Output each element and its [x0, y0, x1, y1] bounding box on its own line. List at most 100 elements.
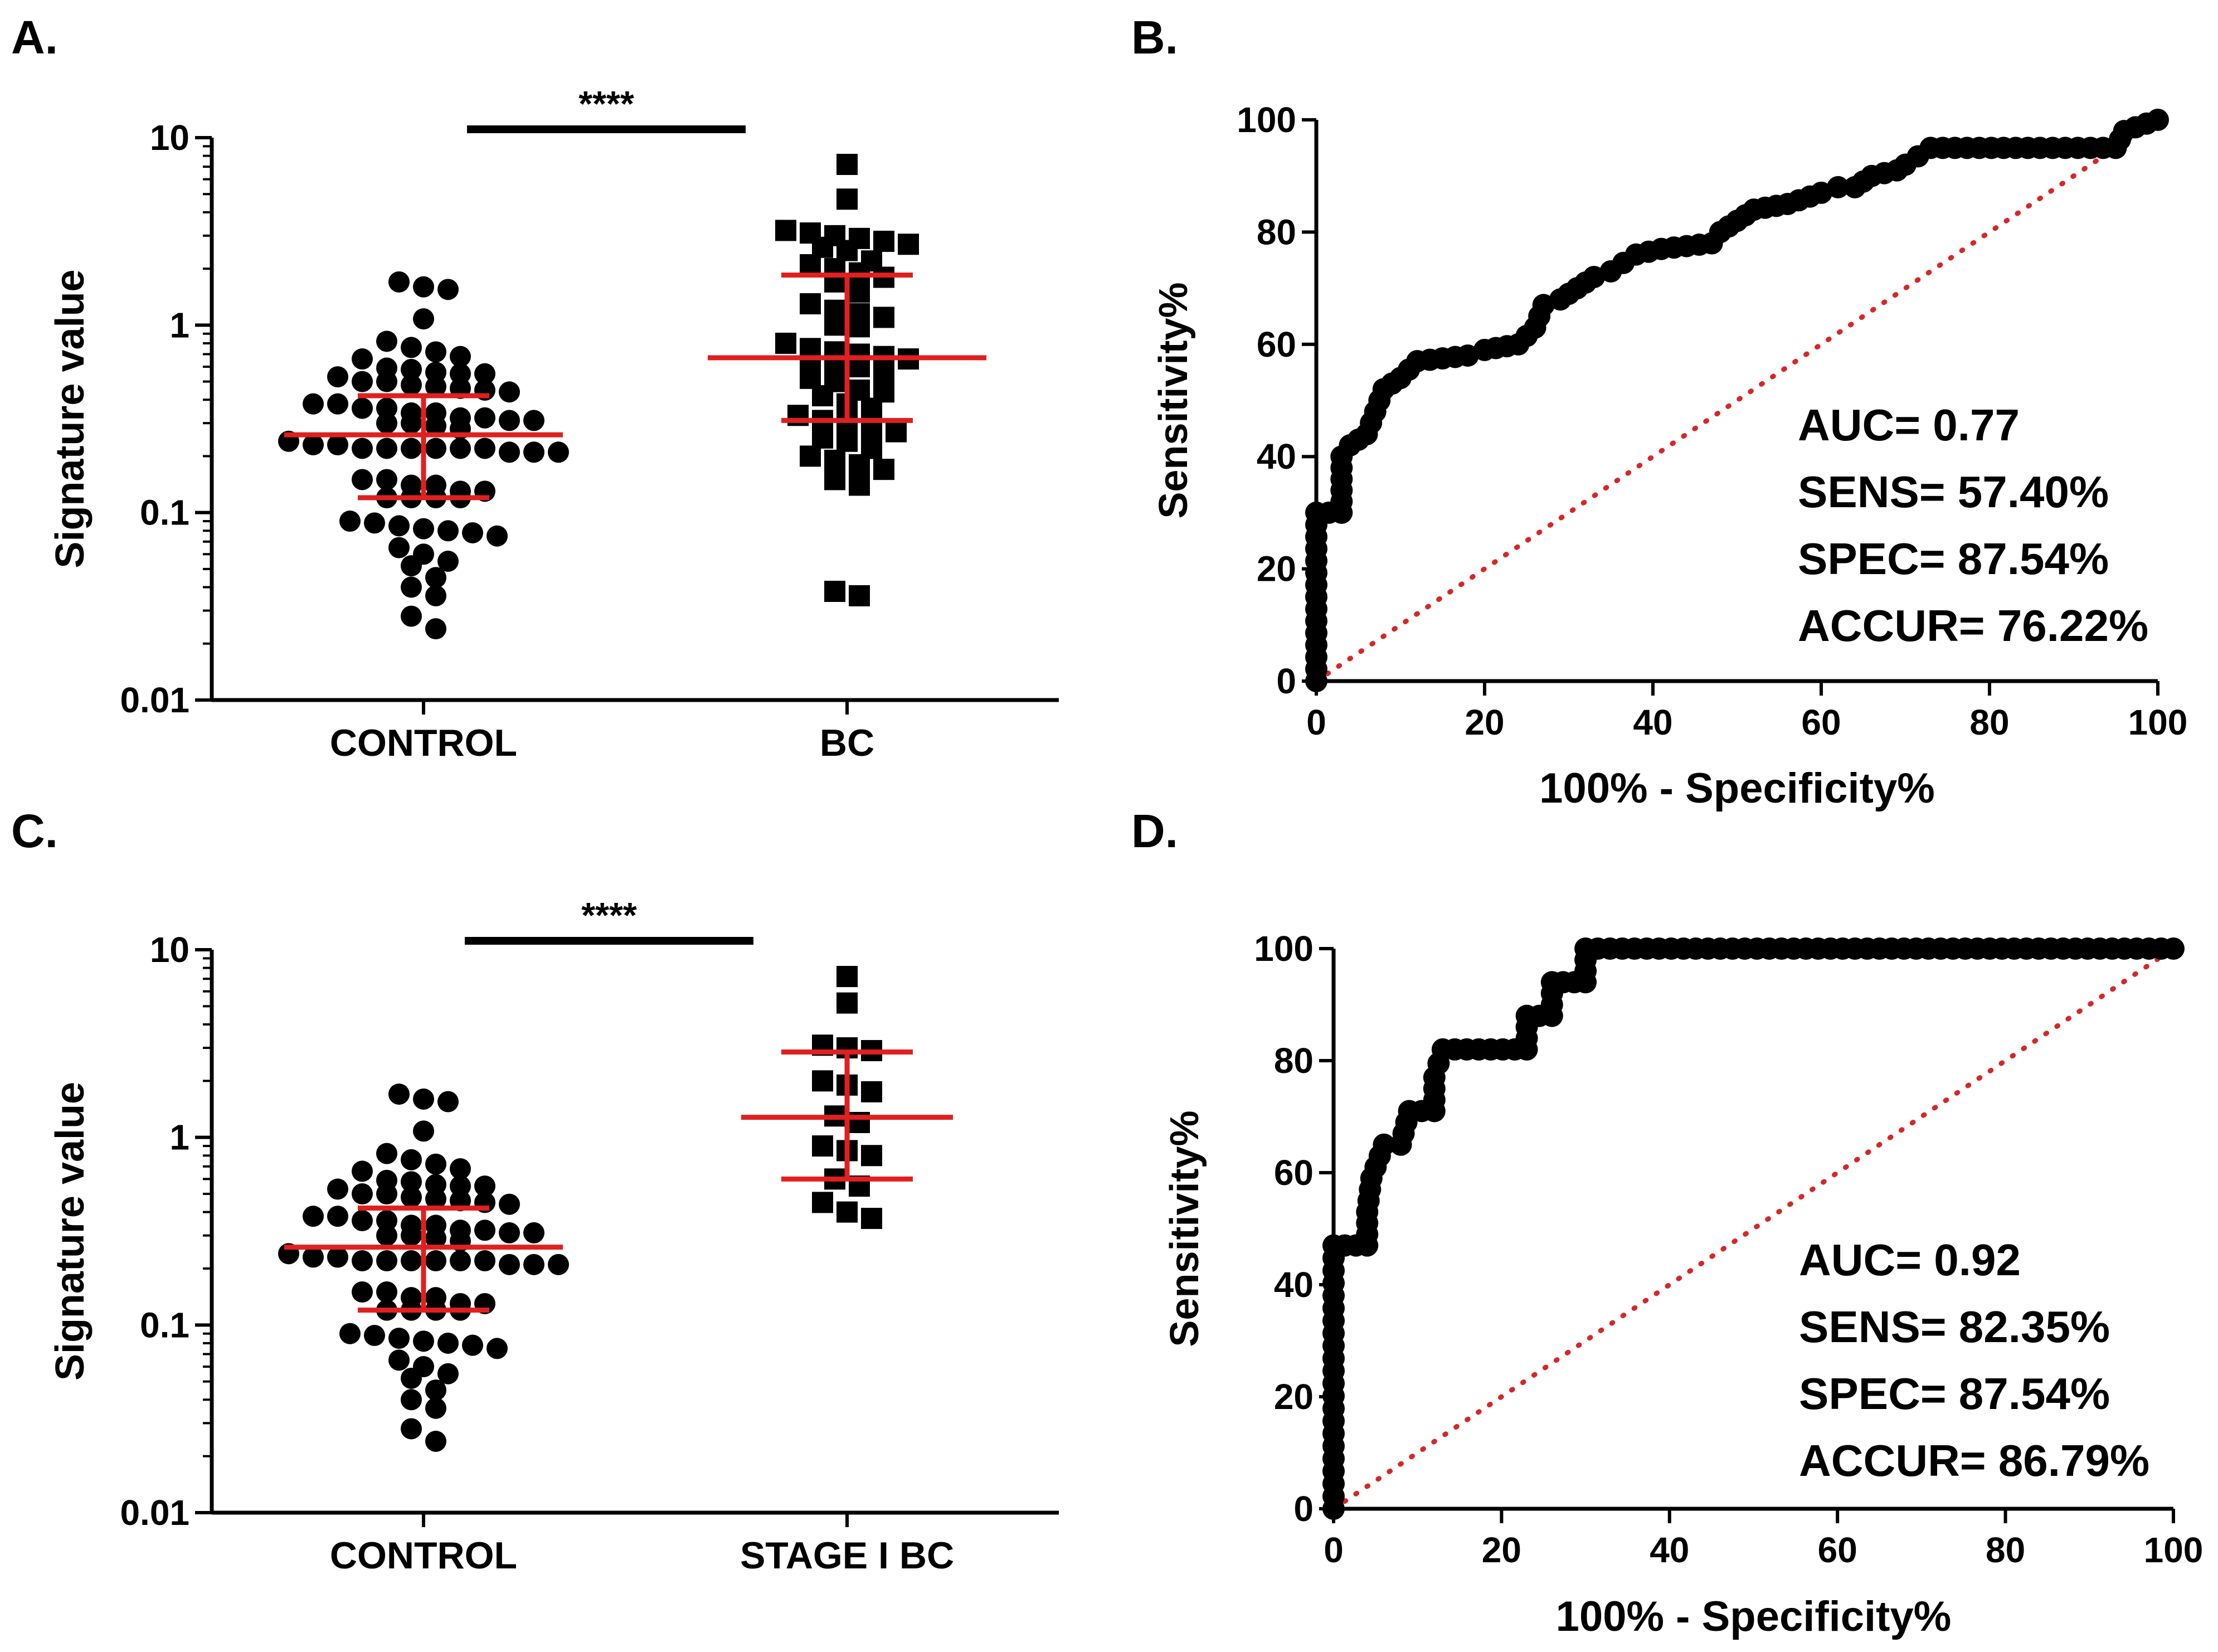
- data-point: [425, 567, 446, 589]
- data-point: [376, 438, 397, 459]
- data-point: [303, 1206, 324, 1227]
- data-point: [824, 314, 845, 336]
- data-point: [849, 585, 870, 606]
- x-category-label: CONTROL: [330, 1534, 517, 1577]
- x-axis-label: 100% - Specificity%: [1539, 765, 1935, 812]
- y-tick-label: 20: [1274, 1377, 1314, 1417]
- data-point: [824, 580, 845, 602]
- y-axis-label: Signature value: [48, 269, 93, 568]
- y-axis-label: Signature value: [48, 1082, 93, 1381]
- data-point: [450, 438, 471, 459]
- significance-label: ****: [578, 84, 634, 124]
- y-tick-label: 0: [1293, 1489, 1314, 1529]
- data-point: [499, 1222, 520, 1243]
- roc-stat-label: SPEC= 87.54%: [1799, 1369, 2110, 1418]
- y-tick-label: 1: [169, 1117, 189, 1158]
- y-tick-label: 80: [1274, 1041, 1314, 1081]
- roc-point: [2162, 937, 2185, 960]
- x-category-label: CONTROL: [330, 722, 517, 764]
- data-point: [376, 1250, 397, 1272]
- data-point: [339, 511, 361, 532]
- panel-letter: D.: [1131, 805, 1178, 857]
- data-point: [376, 397, 397, 419]
- data-point: [873, 459, 894, 480]
- y-tick-label: 20: [1257, 549, 1296, 589]
- data-point: [548, 1253, 569, 1275]
- data-point: [376, 1225, 397, 1246]
- data-point: [425, 1379, 446, 1401]
- data-point: [352, 1210, 373, 1232]
- roc-point: [1583, 265, 1606, 288]
- x-tick-label: 100: [2128, 702, 2188, 742]
- x-tick-label: 100: [2144, 1530, 2204, 1570]
- data-point: [523, 1253, 544, 1275]
- roc-point: [1373, 1133, 1395, 1156]
- data-point: [376, 1183, 397, 1205]
- roc-stat-label: ACCUR= 76.22%: [1798, 601, 2148, 650]
- roc-point: [1456, 344, 1479, 367]
- data-point: [352, 1281, 373, 1303]
- data-point: [812, 1135, 833, 1157]
- data-point: [413, 1330, 434, 1352]
- data-point: [523, 441, 544, 463]
- roc-point: [1827, 176, 1850, 198]
- data-point: [800, 293, 821, 315]
- roc-stat-label: SPEC= 87.54%: [1798, 534, 2109, 584]
- data-point: [499, 1253, 520, 1275]
- y-tick-label: 100: [1237, 100, 1296, 140]
- data-point: [413, 1120, 434, 1142]
- roc-stat-label: AUC= 0.92: [1799, 1235, 2021, 1285]
- y-tick-label: 0.01: [120, 680, 189, 720]
- data-point: [413, 276, 434, 298]
- data-point: [376, 331, 397, 352]
- data-point: [401, 1225, 422, 1246]
- x-tick-label: 60: [1818, 1530, 1857, 1570]
- x-tick-label: 20: [1465, 702, 1504, 742]
- data-point: [352, 1160, 373, 1182]
- roc-stat-label: ACCUR= 86.79%: [1799, 1436, 2149, 1485]
- x-tick-label: 40: [1650, 1530, 1689, 1570]
- data-point: [327, 1178, 348, 1200]
- data-point: [849, 454, 870, 475]
- data-point: [849, 316, 870, 338]
- data-point: [812, 385, 833, 407]
- data-point: [812, 1192, 833, 1213]
- x-tick-label: 80: [1986, 1530, 2025, 1570]
- data-point: [861, 1081, 882, 1102]
- y-tick-label: 40: [1274, 1265, 1314, 1305]
- data-point: [401, 1149, 422, 1170]
- y-axis-label: Sensitivity%: [1162, 1110, 1207, 1347]
- y-tick-label: 100: [1254, 929, 1314, 969]
- data-point: [487, 525, 508, 547]
- data-point: [437, 1091, 459, 1112]
- data-point: [425, 1227, 446, 1249]
- data-point: [548, 441, 569, 463]
- data-point: [376, 469, 397, 490]
- y-axis-label: Sensitivity%: [1151, 282, 1196, 518]
- data-point: [388, 1328, 410, 1349]
- data-point: [824, 449, 845, 471]
- y-tick-label: 0.1: [140, 1305, 189, 1345]
- data-point: [873, 307, 894, 328]
- data-point: [352, 371, 373, 392]
- data-point: [401, 358, 422, 380]
- data-point: [499, 1193, 520, 1215]
- data-point: [401, 605, 422, 627]
- x-tick-label: 0: [1324, 1530, 1344, 1570]
- data-point: [775, 332, 796, 354]
- data-point: [775, 220, 796, 241]
- data-point: [388, 537, 410, 558]
- data-point: [327, 1206, 348, 1227]
- data-point: [352, 1250, 373, 1272]
- data-point: [364, 512, 385, 534]
- data-point: [364, 1325, 385, 1347]
- panel-letter: A.: [11, 11, 58, 64]
- data-point: [450, 1250, 471, 1272]
- data-point: [327, 366, 348, 388]
- y-tick-label: 0: [1276, 661, 1296, 701]
- data-point: [812, 1070, 833, 1092]
- data-point: [425, 618, 446, 640]
- data-point: [499, 410, 520, 431]
- data-point: [425, 415, 446, 437]
